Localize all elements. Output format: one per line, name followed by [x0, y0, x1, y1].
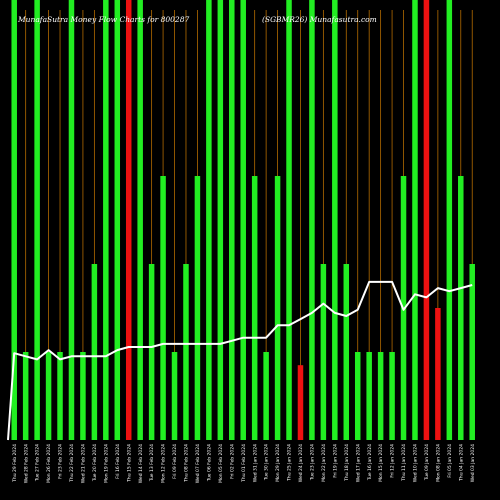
bar: [320, 264, 327, 440]
bar: [377, 352, 384, 440]
bar: [354, 352, 361, 440]
bar: [389, 352, 395, 440]
bar: [80, 352, 86, 440]
bar: [423, 0, 430, 440]
bar: [446, 0, 453, 440]
x-tick-label: Tue 30 Jan 2024: [264, 444, 270, 481]
bar: [57, 352, 63, 440]
bar: [435, 308, 441, 440]
x-tick-label: Fri 23 Feb 2024: [58, 444, 64, 479]
bar: [274, 176, 281, 440]
bar: [217, 0, 224, 440]
bar: [297, 365, 304, 440]
x-tick-label: Tue 09 Jan 2024: [424, 444, 430, 481]
x-tick-label: Wed 24 Jan 2024: [298, 444, 304, 482]
x-tick-label: Tue 06 Feb 2024: [206, 444, 212, 482]
bar: [45, 352, 52, 440]
x-tick-label: Wed 07 Feb 2024: [195, 444, 201, 483]
x-tick-label: Fri 19 Jan 2024: [332, 444, 338, 478]
bar: [309, 0, 315, 440]
x-tick-label: Mon 05 Feb 2024: [218, 444, 224, 483]
x-tick-label: Thu 11 Jan 2024: [401, 444, 407, 482]
bar: [412, 0, 418, 440]
x-tick-labels: Thu 29 Feb 2024 Wed 28 Feb 2024 Tue 27 Feb…: [12, 444, 476, 483]
x-tick-label: Fri 16 Feb 2024: [115, 444, 121, 479]
x-tick-label: Wed 28 Feb 2024: [23, 444, 29, 483]
bar: [263, 352, 269, 440]
bar: [91, 264, 98, 440]
bar: [137, 0, 143, 440]
x-tick-label: Thu 18 Jan 2024: [344, 444, 350, 482]
money-flow-line: [7, 280, 473, 441]
x-tick-label: Wed 21 Feb 2024: [81, 444, 87, 483]
x-tick-label: Mon 08 Jan 2024: [435, 444, 441, 482]
bar: [103, 0, 109, 440]
x-tick-label: Fri 12 Jan 2024: [390, 444, 396, 478]
bar: [366, 352, 372, 440]
x-tick-label: Wed 17 Jan 2024: [355, 444, 361, 482]
bar: [194, 176, 201, 440]
x-tick-label: Wed 03 Jan 2024: [470, 444, 476, 482]
x-tick-label: Mon 26 Feb 2024: [46, 444, 52, 483]
bar: [125, 0, 132, 440]
x-tick-label: Mon 22 Jan 2024: [321, 444, 327, 482]
x-tick-label: Wed 14 Feb 2024: [138, 444, 144, 483]
bar: [160, 176, 166, 440]
bar: [148, 264, 155, 440]
x-tick-label: Fri 05 Jan 2024: [447, 444, 453, 478]
x-tick-label: Thu 04 Jan 2024: [458, 444, 464, 482]
x-tick-label: Tue 16 Jan 2024: [367, 444, 373, 481]
bar: [229, 0, 235, 440]
x-tick-label: Tue 27 Feb 2024: [35, 444, 41, 482]
x-tick-label: Thu 25 Jan 2024: [287, 444, 293, 482]
bar: [34, 0, 40, 440]
x-tick-label: Thu 08 Feb 2024: [184, 444, 190, 483]
x-tick-label: Thu 15 Feb 2024: [126, 444, 132, 483]
x-tick-label: Tue 13 Feb 2024: [149, 444, 155, 482]
chart-subtitle: (SGBMR26) Munafasutra.com: [262, 15, 377, 24]
x-tick-label: Thu 29 Feb 2024: [12, 444, 18, 483]
bar: [114, 0, 121, 440]
chart-title: MunafaSutra Money Flow Charts for 800287: [17, 15, 189, 24]
bar: [469, 264, 475, 440]
bar: [22, 352, 29, 440]
x-tick-label: Mon 12 Feb 2024: [161, 444, 167, 483]
bar: [251, 176, 258, 440]
x-tick-label: Tue 20 Feb 2024: [92, 444, 98, 482]
x-tick-label: Fri 02 Feb 2024: [229, 444, 235, 479]
x-tick-label: Wed 31 Jan 2024: [252, 444, 258, 482]
x-tick-label: Mon 29 Jan 2024: [275, 444, 281, 482]
x-tick-label: Thu 01 Feb 2024: [241, 444, 247, 483]
bar: [11, 0, 17, 440]
bar: [68, 0, 75, 440]
x-tick-label: Tue 23 Jan 2024: [310, 444, 316, 481]
bar: [458, 176, 464, 440]
x-tick-label: Wed 10 Jan 2024: [413, 444, 419, 482]
bar: [332, 0, 338, 440]
bar: [240, 0, 246, 440]
x-tick-label: Fri 09 Feb 2024: [172, 444, 178, 479]
bar: [343, 264, 350, 440]
bar-series: [11, 0, 475, 440]
x-tick-label: Thu 22 Feb 2024: [69, 444, 75, 483]
x-tick-label: Mon 19 Feb 2024: [103, 444, 109, 483]
bar: [286, 0, 292, 440]
bar: [171, 352, 178, 440]
bar: [183, 264, 189, 440]
bar: [206, 0, 212, 440]
x-tick-label: Mon 15 Jan 2024: [378, 444, 384, 482]
